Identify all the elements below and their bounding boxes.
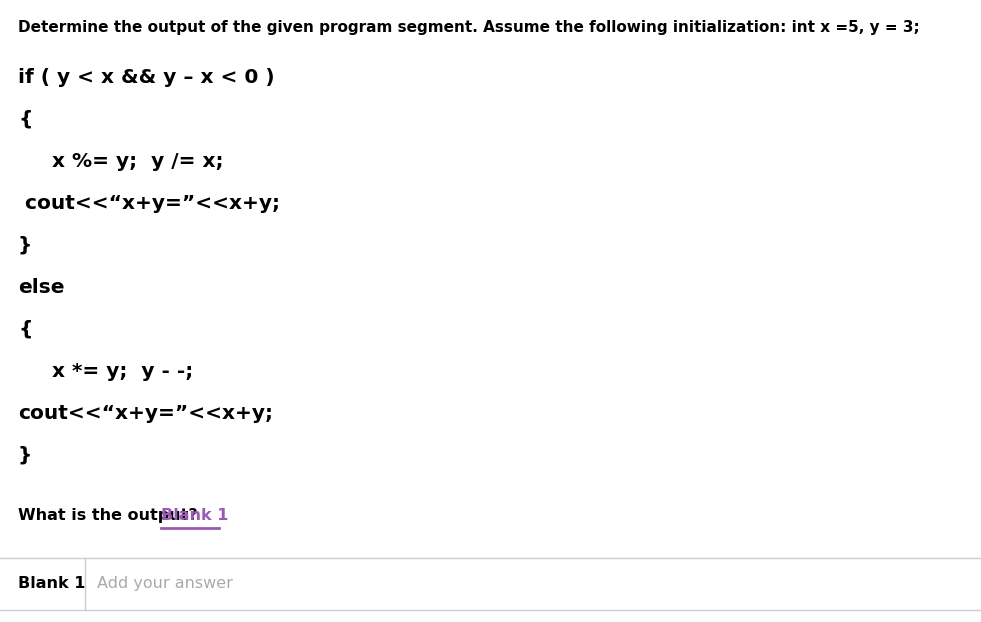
Text: Determine the output of the given program segment. Assume the following initiali: Determine the output of the given progra… xyxy=(18,20,920,35)
Text: What is the output?: What is the output? xyxy=(18,508,197,523)
Text: }: } xyxy=(18,236,32,255)
Text: x *= y;  y - -;: x *= y; y - -; xyxy=(38,362,193,381)
Text: if ( y < x && y – x < 0 ): if ( y < x && y – x < 0 ) xyxy=(18,68,275,87)
Text: x %= y;  y /= x;: x %= y; y /= x; xyxy=(38,152,224,171)
Text: {: { xyxy=(18,110,32,129)
Text: }: } xyxy=(18,446,32,465)
Text: cout<<“x+y=”<<x+y;: cout<<“x+y=”<<x+y; xyxy=(18,404,273,423)
Text: cout<<“x+y=”<<x+y;: cout<<“x+y=”<<x+y; xyxy=(18,194,280,213)
Text: Blank 1: Blank 1 xyxy=(18,576,85,591)
Text: Blank 1: Blank 1 xyxy=(161,508,229,523)
Text: Add your answer: Add your answer xyxy=(97,576,232,591)
Text: else: else xyxy=(18,278,65,297)
Text: {: { xyxy=(18,320,32,339)
